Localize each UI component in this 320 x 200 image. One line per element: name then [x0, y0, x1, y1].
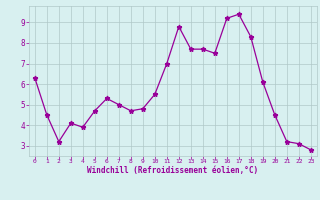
X-axis label: Windchill (Refroidissement éolien,°C): Windchill (Refroidissement éolien,°C)	[87, 166, 258, 175]
